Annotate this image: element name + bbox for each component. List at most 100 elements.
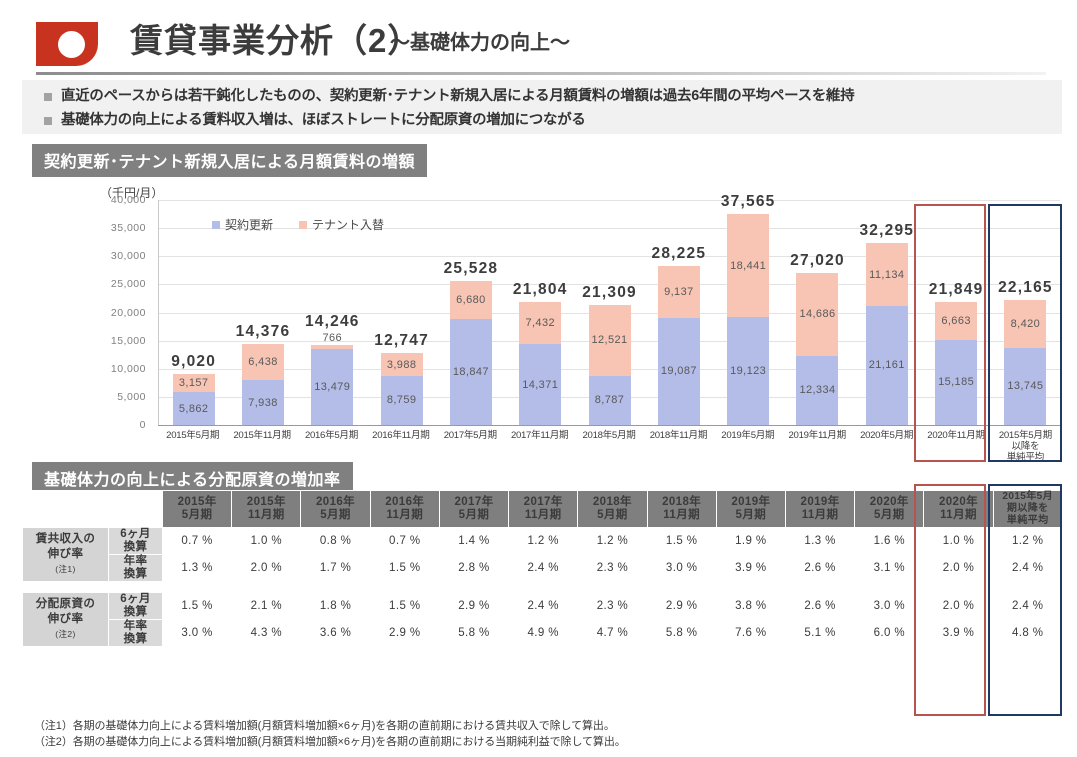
table-cell-value: 2.4 % <box>992 592 1063 620</box>
bar-segment-tenant: 9,137 <box>657 266 700 318</box>
x-axis-label: 2016年11月期 <box>372 430 430 441</box>
bullet-text: 基礎体力の向上による賃料収入増は、ほぼストレートに分配原資の増加につながる <box>61 112 586 128</box>
table-cell-value: 1.7 % <box>300 554 371 582</box>
x-axis-label: 2017年5月期 <box>443 430 497 441</box>
bar-segment-renewal: 19,087 <box>657 317 700 425</box>
bar-segment-renewal: 19,123 <box>727 317 770 425</box>
x-axis-label: 2020年5月期 <box>860 430 914 441</box>
bar-segment-tenant: 8,420 <box>1004 300 1047 348</box>
page-subtitle: ～基礎体力の向上～ <box>390 32 570 54</box>
table-cell-value: 1.5 % <box>161 592 233 620</box>
bar-segment-renewal: 18,847 <box>449 319 492 425</box>
table-cell-value: 1.2 % <box>577 527 648 555</box>
x-axis-label: 2020年11月期 <box>927 430 985 441</box>
table-cell-value: 5.1 % <box>784 619 856 647</box>
bar-segment-tenant: 7,432 <box>519 302 562 345</box>
table-column-header: 2016年 5月期 <box>300 490 371 528</box>
bar-value-label: 6,438 <box>248 356 278 369</box>
bar-segment-tenant: 6,680 <box>449 281 492 319</box>
x-axis-label: 2019年5月期 <box>721 430 775 441</box>
bar-segment-tenant: 766 <box>311 332 354 350</box>
bullet-item: 基礎体力の向上による賃料収入増は、ほぼストレートに分配原資の増加につながる <box>38 110 1062 131</box>
bullet-text: 直近のペースからは若干鈍化したものの、契約更新･テナント新規入居による月額賃料の… <box>61 88 855 104</box>
table-cell-value: 1.5 % <box>369 554 440 582</box>
table-row-group-header: 分配原資の 伸び率 (注2) <box>22 592 109 647</box>
bar-column: 14,686 12,334 27,020 <box>783 200 852 425</box>
bar-column: 766 13,479 14,246 <box>298 200 367 425</box>
table-cell-value: 2.0 % <box>923 592 994 620</box>
bar-value-label: 6,680 <box>456 294 486 307</box>
bar-column: 3,157 5,862 9,020 <box>159 200 228 425</box>
footnote-2: （注2）各期の基礎体力向上による賃料増加額(月額賃料増加額×6ヶ月)を各期の直前… <box>34 736 626 748</box>
table-cell-value: 6.0 % <box>854 619 925 647</box>
bar-column: 6,680 18,847 25,528 <box>436 200 505 425</box>
table-cell-value: 7.6 % <box>715 619 786 647</box>
bar-value-label: 12,521 <box>591 334 628 347</box>
bar-total-label: 21,849 <box>928 281 984 299</box>
bar-segment-tenant: 12,521 <box>588 305 631 376</box>
x-axis-labels: 2015年5月期 2015年11月期 2016年5月期 2016年11月期 2017年5… <box>158 428 1060 468</box>
bar-segment-renewal: 21,161 <box>865 305 908 425</box>
bar-chart: 40,000 35,000 30,000 25,000 20,000 15,000 10,0… <box>100 193 1060 431</box>
table-column-header: 2015年5月 期以降を 単純平均 <box>992 490 1063 528</box>
bar-total-label: 37,565 <box>720 192 776 210</box>
bar-value-label: 5,862 <box>178 402 209 415</box>
summary-bullets: 直近のペースからは若干鈍化したものの、契約更新･テナント新規入居による月額賃料の… <box>22 80 1062 134</box>
table-cell-value: 2.6 % <box>784 592 856 620</box>
y-axis-tick: 0 <box>139 419 146 431</box>
bullet-square-icon <box>44 117 52 125</box>
bar-column: 7,432 14,371 21,804 <box>506 200 575 425</box>
bar-total-label: 32,295 <box>859 222 915 240</box>
y-axis-tick: 20,000 <box>110 306 146 319</box>
table-cell-value: 2.9 % <box>646 592 717 620</box>
table-cell-value: 2.3 % <box>577 554 648 582</box>
bar-value-label: 13,479 <box>314 381 351 394</box>
bar-value-label: 7,432 <box>525 317 555 330</box>
table-cell-value: 2.4 % <box>508 592 579 620</box>
bar-segment-renewal: 8,787 <box>588 375 631 425</box>
table-cell-value: 0.8 % <box>300 527 371 555</box>
bar-total-label: 28,225 <box>651 245 707 263</box>
bar-column: 8,420 13,745 22,165 <box>991 200 1060 425</box>
table-column-header: 2018年 5月期 <box>577 490 648 528</box>
table-cell-value: 5.8 % <box>438 619 510 647</box>
table-column-header: 2018年 11月期 <box>646 490 717 528</box>
y-axis-tick: 10,000 <box>110 362 146 375</box>
table-column-header: 2015年 11月期 <box>231 490 302 528</box>
bar-total-label: 21,804 <box>512 281 568 299</box>
company-logo-icon <box>36 22 98 66</box>
plot-area: 3,157 5,862 9,020 6,438 7,938 14,376 766 13,479… <box>158 193 1060 426</box>
table-cell-value: 2.9 % <box>369 619 440 647</box>
table-cell-value: 2.1 % <box>231 592 302 620</box>
table-cell-value: 5.8 % <box>646 619 717 647</box>
legend-swatch-icon <box>212 220 220 229</box>
table-cell-value: 1.3 % <box>784 527 856 555</box>
y-axis-tick: 30,000 <box>110 250 146 263</box>
x-axis-label: 2015年5月期 以降を 単純平均 <box>998 430 1052 463</box>
x-axis-label: 2019年11月期 <box>788 430 847 441</box>
bar-value-label: 9,137 <box>664 285 694 298</box>
x-axis-label: 2015年11月期 <box>233 430 291 441</box>
bar-total-label: 27,020 <box>790 252 845 270</box>
bar-value-label: 18,847 <box>452 366 489 378</box>
table-cell-value: 0.7 % <box>369 527 440 555</box>
table-cell-value: 1.4 % <box>438 527 510 555</box>
table-cell-value: 3.8 % <box>715 592 786 620</box>
bar-segment-tenant: 6,663 <box>935 302 978 340</box>
bar-segment-tenant: 18,441 <box>727 213 770 318</box>
bar-segment-renewal: 13,745 <box>1004 347 1047 425</box>
table-row-subheader: 6ヶ月 換算 <box>108 592 163 620</box>
table-cell-value: 3.0 % <box>854 592 925 620</box>
slide-title-bar: 賃貸事業分析（2） ～基礎体力の向上～ <box>0 0 1077 75</box>
bar-value-label: 8,420 <box>1010 318 1041 330</box>
bar-value-label: 13,745 <box>1007 380 1044 393</box>
bar-value-label: 766 <box>322 331 343 344</box>
bar-segment-tenant: 14,686 <box>796 273 839 356</box>
y-axis-tick: 40,000 <box>110 194 146 206</box>
bar-segment-renewal: 7,938 <box>241 380 284 425</box>
bar-total-label: 22,165 <box>998 279 1053 297</box>
y-axis-tick: 5,000 <box>117 390 146 403</box>
table-cell-value: 2.4 % <box>992 554 1063 582</box>
bar-segment-tenant: 6,438 <box>241 344 284 381</box>
